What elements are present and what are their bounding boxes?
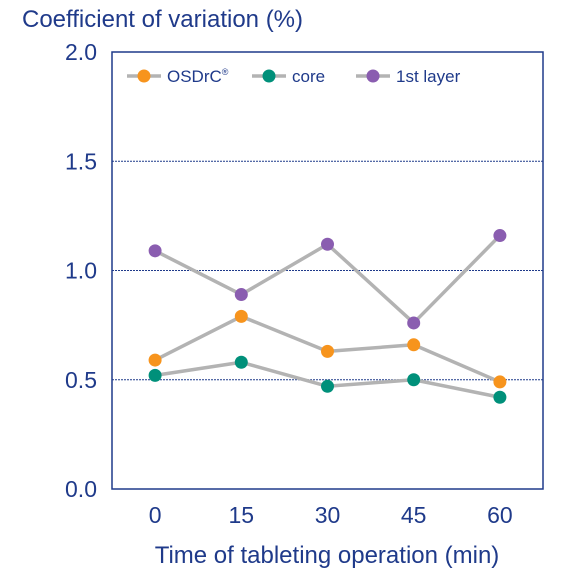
x-axis-ticks: 0 15 30 45 60 xyxy=(149,502,513,528)
y-axis-title: Coefficient of variation (%) xyxy=(22,6,303,33)
series-core xyxy=(148,355,507,404)
x-axis-title: Time of tableting operation (min) xyxy=(155,542,500,569)
data-point xyxy=(321,344,334,358)
y-tick-label: 0.5 xyxy=(65,367,97,393)
series-group xyxy=(148,229,507,404)
data-point xyxy=(407,338,421,352)
legend-item: core xyxy=(252,67,325,86)
y-tick-label: 1.0 xyxy=(65,258,97,284)
x-tick-label: 15 xyxy=(229,502,255,528)
legend-label: core xyxy=(292,67,325,86)
data-point xyxy=(407,373,421,387)
legend: OSDrC® core 1st layer xyxy=(127,67,461,86)
data-point xyxy=(321,237,334,251)
data-point xyxy=(493,229,507,243)
data-point xyxy=(234,355,248,369)
x-tick-label: 30 xyxy=(315,502,341,528)
legend-marker xyxy=(366,69,380,83)
y-tick-label: 0.0 xyxy=(65,476,97,502)
legend-item: 1st layer xyxy=(356,67,461,86)
plot-area-frame xyxy=(111,51,544,490)
data-point xyxy=(234,288,248,302)
legend-label: 1st layer xyxy=(396,67,461,86)
y-axis-ticks: 0.0 0.5 1.0 1.5 2.0 xyxy=(65,39,97,502)
legend-marker xyxy=(137,69,151,83)
series-osdrc xyxy=(148,309,507,389)
x-tick-label: 45 xyxy=(401,502,427,528)
data-point xyxy=(148,244,162,258)
legend-item: OSDrC® xyxy=(127,67,229,86)
y-tick-label: 2.0 xyxy=(65,39,97,65)
legend-label: OSDrC® xyxy=(167,67,229,86)
data-point xyxy=(148,368,162,382)
data-point xyxy=(493,375,507,389)
data-point xyxy=(493,390,507,404)
y-tick-label: 1.5 xyxy=(65,148,97,174)
data-point xyxy=(321,379,334,393)
x-tick-label: 60 xyxy=(487,502,513,528)
data-point xyxy=(234,309,248,323)
data-point xyxy=(148,353,162,367)
legend-marker xyxy=(262,69,276,83)
data-point xyxy=(407,316,421,330)
series-1st-layer xyxy=(148,229,507,330)
x-tick-label: 0 xyxy=(149,502,162,528)
